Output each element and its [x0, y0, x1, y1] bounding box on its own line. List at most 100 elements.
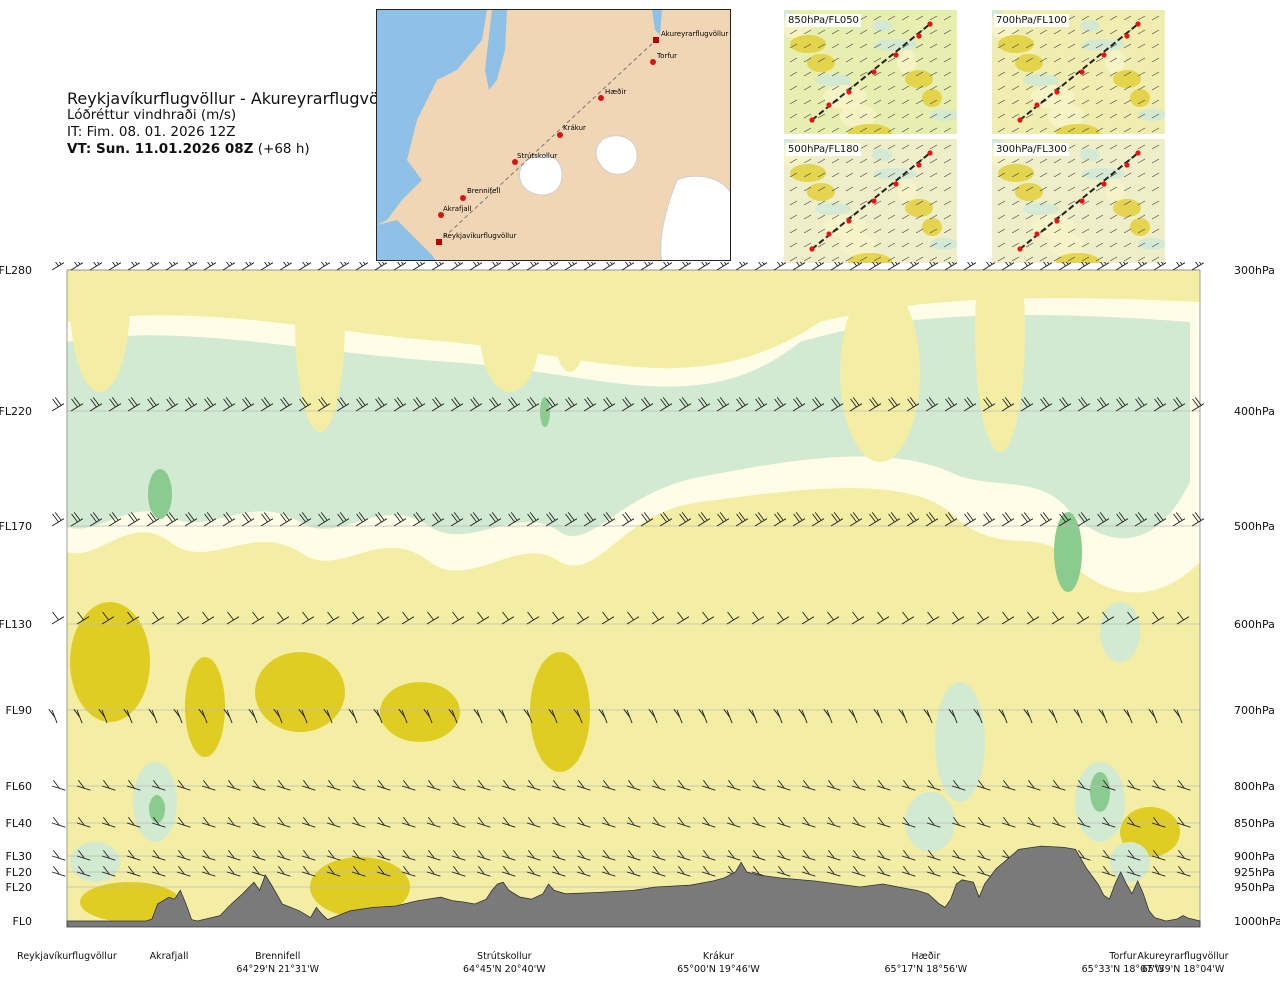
mini-map-label: 700hPa/FL100	[994, 14, 1069, 27]
wind-barb-flag	[1099, 512, 1107, 521]
mini-map-wind-barb	[831, 85, 840, 91]
wind-barb-flag	[252, 611, 259, 621]
mini-map-wind-barb	[1095, 113, 1104, 119]
mini-map-850[interactable]: 850hPa/FL050	[784, 10, 957, 134]
mini-map-300[interactable]: 300hPa/FL300	[992, 139, 1165, 263]
mini-map-wind-barb	[845, 57, 854, 63]
wind-barb	[426, 817, 441, 828]
map-route-line	[438, 39, 657, 243]
wind-barb-flag	[415, 512, 423, 521]
route-map[interactable]: Akureyrarflugvöllur Torfur Hæðir Krákur …	[376, 9, 731, 261]
wind-barb-flag	[359, 262, 363, 267]
wind-barb-flag	[983, 513, 990, 523]
wind-barb	[451, 850, 466, 861]
mini-map-wind-barb	[1025, 113, 1034, 119]
mini-map-wind-barb	[845, 85, 854, 91]
wind-barb-shaft	[260, 403, 274, 412]
wind-barb-shaft	[849, 518, 863, 527]
mini-map-wind-barb	[1011, 186, 1020, 192]
wind-barb-shaft	[260, 262, 274, 271]
map-waypoint-marker[interactable]	[436, 239, 442, 245]
wind-barb	[1134, 512, 1148, 527]
wind-barb-flag	[102, 780, 110, 789]
wind-barb-flag	[902, 817, 910, 826]
wind-barb	[1126, 817, 1141, 828]
mini-map-wind-barb	[1137, 29, 1146, 35]
wind-barb	[1051, 780, 1066, 791]
wind-barb-flag	[1156, 512, 1164, 521]
wind-barb	[507, 397, 521, 412]
wind-barb-flag	[852, 611, 859, 621]
mini-map-wind-barb	[1039, 158, 1048, 164]
wind-barb-flag	[173, 708, 181, 718]
wind-barb-flag	[907, 513, 914, 523]
wind-barb-shaft	[678, 262, 692, 271]
wind-barb	[811, 512, 825, 527]
mini-map-wind-barb	[1053, 228, 1062, 234]
mini-map-700[interactable]: 700hPa/FL100	[992, 10, 1165, 134]
wind-barb	[450, 262, 464, 271]
mini-map-wind-barb	[873, 214, 882, 220]
mini-map-waypoint	[916, 33, 922, 39]
wind-barb	[151, 850, 166, 861]
wind-barb-flag	[402, 850, 410, 859]
mini-map-field-blob	[1080, 20, 1100, 32]
map-waypoint-marker[interactable]	[653, 37, 659, 43]
mini-map-wind-barb	[859, 186, 868, 192]
wind-barb-flag	[477, 850, 485, 859]
map-waypoint-marker[interactable]	[557, 132, 563, 138]
wind-barb	[176, 611, 190, 625]
mini-map-500[interactable]: 500hPa/FL180	[784, 139, 957, 263]
wind-barb-shaft	[1191, 262, 1205, 271]
wind-barb-flag	[147, 513, 154, 523]
mini-map-wind-barb	[859, 158, 868, 164]
wind-barb-flag	[427, 817, 435, 826]
wind-barb	[887, 262, 901, 271]
wind-barb-flag	[1021, 398, 1028, 408]
wind-barb-flag	[352, 611, 359, 621]
hpa-tick-label: 300hPa	[1234, 264, 1275, 277]
wind-barb-flag	[1103, 262, 1107, 265]
wind-barb	[598, 708, 608, 724]
wind-barb-flag	[527, 850, 535, 859]
wind-barb	[659, 512, 673, 527]
map-waypoint-marker[interactable]	[598, 95, 604, 101]
wind-barb	[726, 780, 741, 791]
map-waypoint-marker[interactable]	[512, 159, 518, 165]
wind-barb-flag	[1073, 708, 1081, 718]
mini-map-wind-barb	[789, 127, 798, 133]
mini-map-field-blob	[840, 104, 876, 128]
wind-barb	[412, 262, 426, 271]
wind-barb-shaft	[944, 518, 958, 527]
mini-map-field-blob	[1015, 183, 1043, 201]
wind-barb-flag	[552, 780, 560, 789]
wind-barb-flag	[1135, 398, 1142, 408]
wind-barb-flag	[627, 780, 635, 789]
map-waypoint-marker[interactable]	[460, 195, 466, 201]
map-waypoint-marker[interactable]	[438, 212, 444, 218]
wind-barb-flag	[1027, 262, 1031, 265]
mini-map-wind-barb	[1039, 127, 1048, 133]
wind-barb-flag	[602, 866, 610, 875]
wind-barb	[1151, 866, 1166, 877]
mini-map-wind-barb	[803, 71, 812, 77]
wind-barb-flag	[677, 866, 685, 875]
wind-barb	[251, 850, 266, 861]
wind-barb-shaft	[944, 403, 958, 412]
map-waypoint-marker[interactable]	[650, 59, 656, 65]
wind-barb-shaft	[576, 616, 590, 625]
wind-barb-shaft	[1101, 616, 1115, 625]
wind-barb	[165, 512, 179, 527]
mini-map-waypoint	[826, 102, 832, 108]
wind-barb-shaft	[887, 518, 901, 527]
wind-barb-shaft	[773, 518, 787, 527]
mini-map-wind-barb	[1053, 113, 1062, 119]
mini-map-wind-barb	[1081, 99, 1090, 105]
wind-barb	[576, 780, 591, 791]
wind-barb	[501, 850, 516, 861]
wind-barb-shaft	[849, 403, 863, 412]
wind-barb	[701, 817, 716, 828]
wind-barb-shaft	[826, 616, 840, 625]
wind-barb-shaft	[583, 518, 597, 527]
mini-map-wind-barb	[929, 256, 938, 262]
